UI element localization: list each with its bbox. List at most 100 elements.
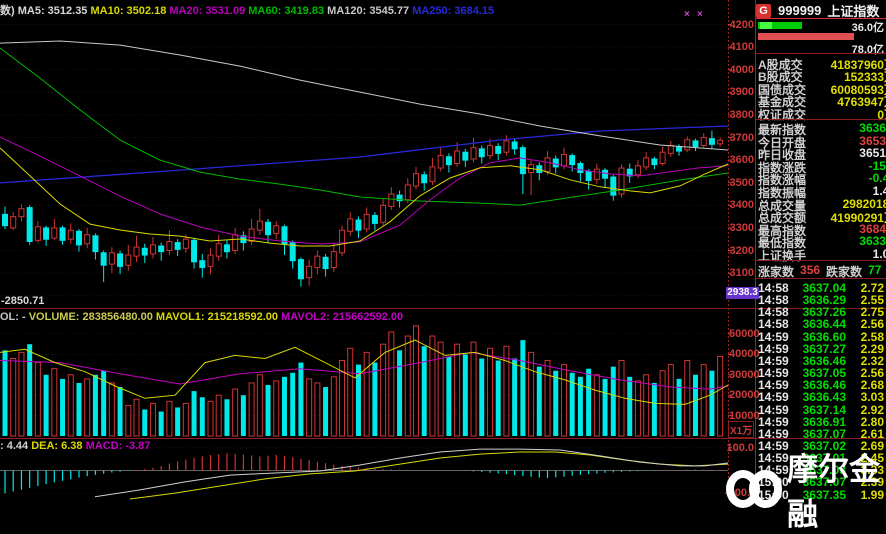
tick-time: 14:59	[758, 390, 789, 405]
tick-price: 3636.29	[802, 293, 846, 308]
quote-row-label: 最新指数	[758, 123, 807, 137]
tick-price: 3636.44	[802, 317, 846, 332]
quote-row: 总成交额 41990291万	[758, 209, 886, 226]
volume-axis-label: 30000	[729, 368, 760, 381]
tick-price: 3637.04	[802, 281, 846, 295]
indicator-value: MA60: 3419.83	[248, 5, 328, 17]
tick-row[interactable]: 14:59 3637.14 2.92↑	[758, 403, 886, 417]
tick-row[interactable]: 14:58 3637.04 2.72↑	[758, 281, 886, 295]
tick-price: 3637.01	[802, 451, 846, 466]
tick-row[interactable]: 14:59 3636.46 2.68↑	[758, 378, 886, 392]
quote-row-value: 60080593万	[830, 82, 886, 97]
up-arrow-icon: ↑	[884, 366, 886, 380]
quote-row-value: -0.43	[868, 171, 886, 186]
indicator-value: MA250: 3684.15	[412, 5, 495, 17]
up-arrow-icon: ↑	[884, 378, 886, 392]
tick-volume: 2.32↑	[856, 354, 886, 368]
quote-row-value: 3651.7	[859, 146, 886, 161]
quote-row: 指数涨幅 -0.43	[758, 171, 886, 188]
quote-row-label: 最高指数	[758, 223, 807, 238]
quote-row-label: 总成交额	[758, 211, 807, 226]
quote-row-value: 152333万	[843, 70, 886, 85]
tick-row[interactable]: 14:59 3637.01 2.45↑	[758, 451, 886, 465]
tick-volume: 2.29↑	[856, 342, 886, 356]
quote-row-label: 昨日收盘	[758, 148, 807, 163]
tick-volume: 2.58↑	[856, 330, 886, 344]
tick-time: 14:59	[758, 329, 789, 344]
close-icon[interactable]: ×	[684, 9, 697, 20]
index-code: 999999	[778, 3, 822, 18]
tick-row[interactable]: 14:59 3637.27 2.29↑	[758, 342, 886, 356]
tick-volume: 3.33↑	[856, 463, 886, 477]
index-name: 上证指数	[827, 4, 880, 19]
tick-row[interactable]: 14:58 3636.44 2.56↑	[758, 317, 886, 331]
price-axis-label: 3100	[729, 267, 754, 280]
sell-amount: 78.0亿	[851, 44, 884, 56]
quote-row-value: 3633.0	[859, 234, 886, 249]
tick-volume: 2.72↑	[856, 281, 886, 295]
quote-row-label: 指数涨跌	[758, 160, 807, 175]
tick-volume: 2.61↑	[856, 427, 886, 441]
tick-row[interactable]: 14:59 3637.07 2.61↑	[758, 427, 886, 441]
quote-row-value: 3653.2	[859, 133, 886, 148]
tick-volume: 2.80↑	[856, 415, 886, 429]
advancers-count: 356	[800, 263, 821, 277]
up-arrow-icon: ↑	[884, 488, 886, 502]
up-arrow-icon: ↑	[884, 475, 886, 489]
quote-row: 总成交量 29820180	[758, 197, 886, 214]
advancers-label: 涨家数	[758, 265, 795, 279]
up-arrow-icon: ↑	[884, 427, 886, 441]
tick-volume: 2.45↑	[856, 451, 886, 465]
indicator-value: OL: -	[0, 311, 29, 323]
kline-chart-area[interactable]	[0, 0, 886, 500]
tick-row[interactable]: 14:59 3637.05 2.56↑	[758, 366, 886, 380]
volume-axis-label: 10000	[729, 409, 760, 422]
tick-price: 3636.46	[802, 378, 846, 393]
quote-row-label: 上证换手	[758, 249, 807, 263]
quote-row-value: -15.6	[868, 158, 886, 173]
tick-row[interactable]: 14:59 3636.91 2.80↑	[758, 415, 886, 429]
quote-row: 上证换手 1.09	[758, 247, 886, 264]
tick-row[interactable]: 14:58 3637.26 2.75↑	[758, 305, 886, 319]
tick-price: 3637.02	[802, 438, 846, 453]
macd-axis-label: 100.0	[726, 441, 754, 454]
watermark: 摩尔金融	[726, 444, 886, 534]
quote-panel-title: G 999999 上证指数	[756, 1, 886, 20]
buy-amount: 36.0亿	[851, 22, 884, 34]
quote-row-label: 基金成交	[758, 95, 807, 110]
tick-price: 3637.35	[802, 487, 846, 502]
panel-divider	[756, 53, 886, 54]
tick-time: 14:59	[758, 426, 789, 441]
volume-indicator-header: OL: - VOLUME: 283856480.00 MAVOL1: 21521…	[0, 311, 403, 323]
tick-volume: 2.69↑	[856, 439, 886, 453]
tick-time: 14:59	[758, 378, 789, 393]
quote-row-value: 1.09	[872, 247, 886, 261]
indicator-value: : 4.44	[0, 440, 32, 452]
tick-time: 14:58	[758, 293, 789, 308]
tick-row[interactable]: 14:59 3636.60 2.58↑	[758, 330, 886, 344]
up-arrow-icon: ↑	[884, 354, 886, 368]
tick-row[interactable]: 14:59 3636.46 2.32↑	[758, 354, 886, 368]
tick-row[interactable]: 14:59 3636.43 3.03↑	[758, 390, 886, 404]
tick-row[interactable]: 14:58 3636.29 2.55↑	[758, 293, 886, 307]
up-arrow-icon: ↑	[884, 439, 886, 453]
volume-unit-label: X1万	[728, 421, 755, 438]
tick-row[interactable]: 14:59 3637.02 2.69↑	[758, 439, 886, 453]
up-arrow-icon: ↑	[884, 293, 886, 307]
close-icon[interactable]: ×	[696, 9, 710, 20]
infinity-logo-icon	[748, 470, 783, 508]
tick-volume: 2.68↑	[856, 378, 886, 392]
quote-row: 最高指数 3684.5	[758, 222, 886, 239]
tick-volume: 2.55↑	[856, 293, 886, 307]
quote-row: 指数涨跌 -15.6	[758, 159, 886, 176]
tick-time: 14:59	[758, 414, 789, 429]
quote-row: 权证成交 0万	[758, 106, 886, 123]
quote-row: 昨日收盘 3651.7	[758, 146, 886, 163]
price-marker-badge: 2938.3	[726, 287, 759, 299]
volume-axis-label: 40000	[729, 348, 760, 361]
market-badge-icon: G	[756, 3, 771, 18]
up-arrow-icon: ↑	[884, 403, 886, 417]
quote-row-label: 今日开盘	[758, 135, 807, 150]
